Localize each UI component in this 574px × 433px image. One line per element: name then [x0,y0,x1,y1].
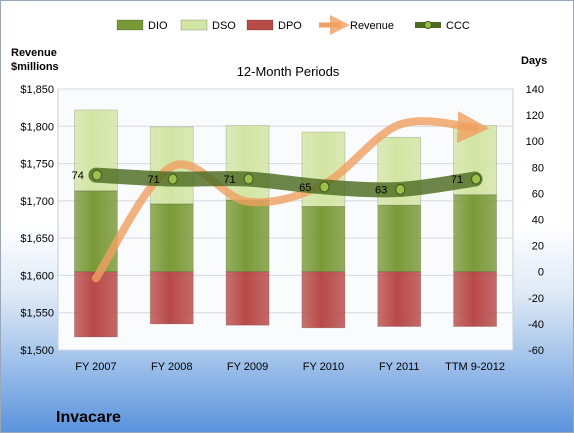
legend: DIO DSO DPO Revenue CCC [116,15,470,35]
bar-dio [377,204,422,273]
left-axis-title-line: $millions [11,61,59,73]
right-tick-label: 20 [532,241,544,253]
legend-swatch-dio [116,19,144,31]
category-label: FY 2010 [303,361,344,373]
bar-dpo [149,271,194,325]
right-tick-label: 120 [526,110,544,122]
axes: $1,500 $1,550 $1,600 $1,650 $1,700 $1,750 $1,8… [20,84,544,373]
ccc-point [319,181,330,193]
category-label: FY 2011 [379,361,420,373]
ccc-point [395,183,406,195]
left-axis-title-line: Revenue [11,47,57,59]
bar-dpo [301,271,346,329]
left-tick-label: $1,550 [20,308,54,320]
bar-dpo [453,271,497,327]
right-tick-label: -60 [528,345,544,357]
bar-dpo [74,271,118,338]
company-name: Invacare [56,409,121,426]
bar-dio [453,194,497,273]
category-label: FY 2007 [75,361,116,373]
category-label: TTM 9-2012 [445,361,505,373]
right-tick-label: 0 [538,267,544,279]
ccc-line [88,167,483,198]
bar-dio [149,203,194,273]
bar-dpo [225,271,270,326]
legend-label: DSO [212,20,236,32]
ccc-data-label: 63 [375,184,387,196]
bar-dio [225,199,270,273]
ccc-data-label: 71 [451,174,463,186]
right-tick-label: 80 [532,162,544,174]
ccc-point [471,173,482,185]
chart-title: 12-Month Periods [236,64,340,79]
left-tick-label: $1,650 [20,233,54,245]
legend-label: CCC [446,20,470,32]
legend-label: Revenue [350,20,394,32]
left-tick-label: $1,750 [20,159,54,171]
category-label: FY 2008 [151,361,192,373]
legend-swatch-dso [180,19,208,31]
ccc-data-label: 71 [223,174,235,186]
category-label: FY 2009 [227,361,268,373]
left-tick-label: $1,850 [20,84,54,96]
legend-ccc-marker [424,21,432,29]
bar-dpo [377,271,422,327]
left-tick-label: $1,500 [20,345,54,357]
ccc-data-label: 74 [72,170,84,182]
right-tick-label: -40 [528,319,544,331]
legend-label: DPO [278,20,302,32]
left-tick-label: $1,700 [20,196,54,208]
right-axis-title: Days [521,55,548,67]
bar-dso [225,125,270,201]
bar-dio [301,206,346,273]
ccc-data-label: 65 [299,182,311,194]
right-tick-label: 40 [532,215,544,227]
ccc-data-label: 71 [148,174,160,186]
right-tick-label: 100 [526,136,544,148]
left-axis-title: Revenue $millions [11,46,59,74]
right-tick-label: -20 [528,293,544,305]
right-tick-label: 60 [532,188,544,200]
ccc-point [243,173,254,185]
left-tick-label: $1,800 [20,121,54,133]
ccc-point [167,173,178,185]
ccc-point [91,169,102,181]
legend-swatch-dpo [246,19,274,31]
left-tick-label: $1,600 [20,270,54,282]
series-lines: 74 71 71 65 63 71 [72,111,490,283]
right-tick-label: 140 [526,84,544,96]
legend-label: DIO [148,20,168,32]
